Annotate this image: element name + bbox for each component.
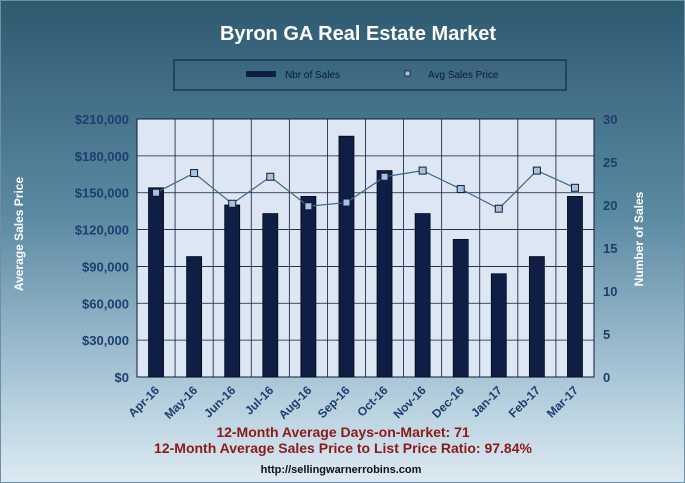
line-series [152, 166, 579, 213]
y-right-tick-label: 0 [603, 370, 610, 385]
x-tick-label: Sep-16 [315, 383, 353, 421]
y-right-tick-label: 10 [603, 284, 617, 299]
bar [376, 170, 393, 378]
x-tick-label: Jul-16 [242, 383, 277, 418]
price-marker [532, 166, 541, 175]
price-marker [456, 185, 465, 194]
y-left-tick-label: $210,000 [75, 112, 129, 127]
y-right-tick-label: 15 [603, 241, 617, 256]
y-right-tick-label: 30 [603, 112, 617, 127]
y-left-tick-label: $90,000 [82, 259, 129, 274]
price-marker [380, 172, 389, 181]
legend-line-marker [404, 70, 411, 77]
bar [528, 256, 545, 378]
x-tick-label: Feb-17 [506, 383, 543, 420]
price-marker [304, 202, 313, 211]
x-axis-ticks: Apr-16 May-16 Jun-16 Jul-16 Aug-16 Sep-16 Oct-… [125, 383, 581, 422]
footer-price-ratio: 12-Month Average Sales Price to List Pri… [154, 440, 532, 456]
y-left-tick-label: $150,000 [75, 186, 129, 201]
bar [452, 238, 469, 378]
x-tick-label: Nov-16 [391, 383, 429, 421]
y-left-axis-label: Average Sales Price [12, 177, 26, 292]
chart-title: Byron GA Real Estate Market [220, 23, 496, 45]
footer-url[interactable]: http://sellingwarnerrobins.com [261, 464, 422, 476]
price-marker [152, 188, 161, 197]
bar [338, 135, 355, 378]
x-tick-label: Mar-17 [544, 383, 581, 420]
gridlines [137, 119, 594, 377]
legend-bar-label: Nbr of Sales [285, 70, 340, 81]
y-right-axis-label: Number of Sales [632, 191, 646, 286]
y-left-tick-label: $120,000 [75, 223, 129, 238]
bar [490, 273, 507, 378]
x-tick-label: Jan-17 [468, 383, 505, 420]
bar [567, 195, 583, 378]
y-left-tick-label: $180,000 [75, 149, 129, 164]
y-right-tick-label: 5 [603, 327, 610, 342]
bar [224, 204, 241, 378]
bar [414, 213, 431, 378]
x-tick-label: Oct-16 [354, 383, 391, 420]
left-axis-ticks: $0 $30,000 $60,000 $90,000 $120,000 $150,000 $… [75, 112, 129, 385]
price-marker [570, 183, 579, 192]
bar [148, 187, 164, 378]
legend-line-label: Avg Sales Price [428, 70, 499, 81]
legend-box [173, 59, 567, 91]
price-line [155, 169, 576, 210]
x-tick-label: Jun-16 [201, 383, 238, 420]
x-tick-label: May-16 [162, 383, 201, 422]
price-marker [342, 198, 351, 207]
y-right-tick-label: 20 [603, 198, 617, 213]
bar [262, 213, 279, 378]
y-left-tick-label: $30,000 [82, 333, 129, 348]
y-right-tick-label: 25 [603, 155, 617, 170]
footer-days-on-market: 12-Month Average Days-on-Market: 71 [216, 424, 470, 440]
y-left-tick-label: $0 [115, 370, 129, 385]
price-marker [418, 166, 427, 175]
x-tick-label: Aug-16 [276, 383, 315, 422]
price-marker [190, 169, 199, 178]
price-marker [228, 199, 237, 208]
price-marker [494, 204, 503, 213]
x-tick-label: Dec-16 [429, 383, 467, 421]
y-left-tick-label: $60,000 [82, 296, 129, 311]
right-axis-ticks: 0 5 10 15 20 25 30 [603, 112, 617, 385]
bar [186, 256, 203, 378]
bar-series [148, 135, 583, 378]
x-tick-label: Apr-16 [125, 383, 162, 420]
price-marker [266, 172, 275, 181]
legend-bar-swatch [246, 71, 276, 77]
bar [300, 195, 317, 378]
